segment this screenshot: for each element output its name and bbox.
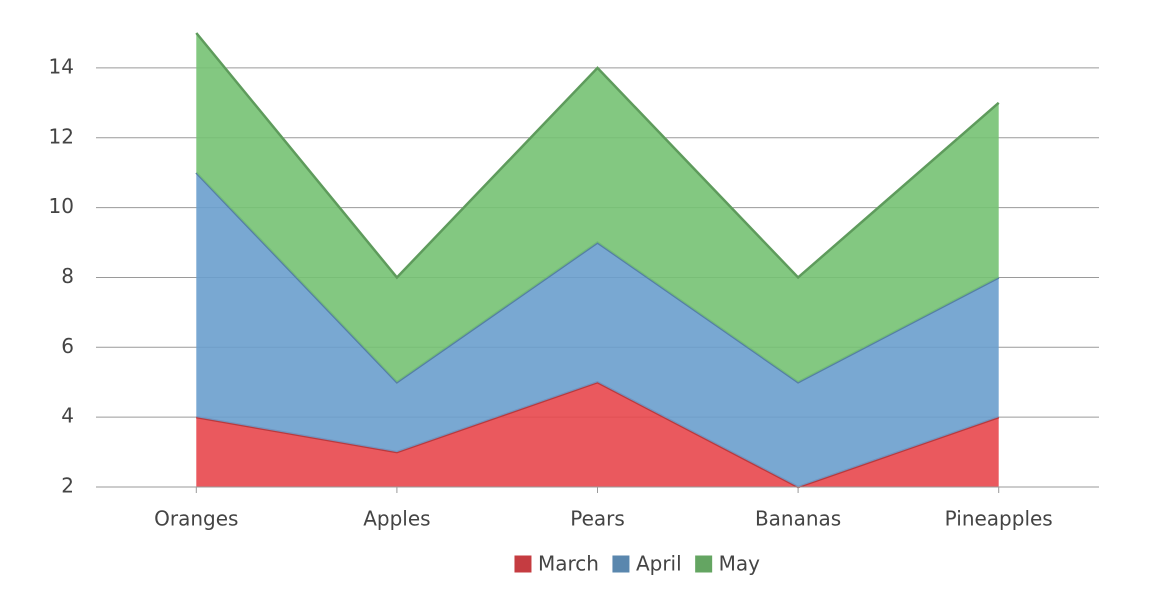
y-tick-label: 14	[49, 54, 74, 78]
y-tick-label: 2	[61, 474, 74, 498]
y-tick-label: 12	[49, 124, 74, 148]
y-tick-label: 6	[61, 334, 74, 358]
legend-label: March	[538, 552, 599, 576]
x-tick-label: Bananas	[755, 507, 841, 531]
area	[196, 382, 999, 487]
legend-swatch	[612, 555, 630, 573]
x-tick-label: Pineapples	[945, 507, 1053, 531]
y-tick-label: 10	[49, 194, 74, 218]
area	[196, 33, 999, 383]
area	[196, 172, 999, 487]
x-tick-label: Apples	[363, 507, 430, 531]
legend-label: April	[636, 552, 682, 576]
y-tick-label: 8	[61, 264, 74, 288]
area-edge	[196, 380, 1000, 489]
x-tick-label: Pears	[570, 507, 625, 531]
x-tick-label: Oranges	[154, 507, 238, 531]
area-edge	[195, 32, 1000, 280]
legend-swatch	[514, 555, 532, 573]
legend-label: May	[719, 552, 761, 576]
y-tick-label: 4	[61, 404, 74, 428]
legend-swatch	[695, 555, 713, 573]
